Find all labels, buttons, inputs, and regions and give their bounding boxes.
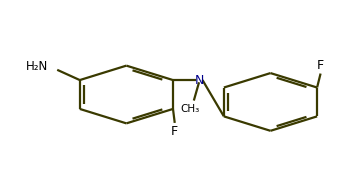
- Text: CH₃: CH₃: [181, 104, 200, 114]
- Text: F: F: [317, 59, 324, 72]
- Text: N: N: [194, 74, 204, 87]
- Text: F: F: [171, 125, 178, 138]
- Text: H₂N: H₂N: [26, 60, 49, 73]
